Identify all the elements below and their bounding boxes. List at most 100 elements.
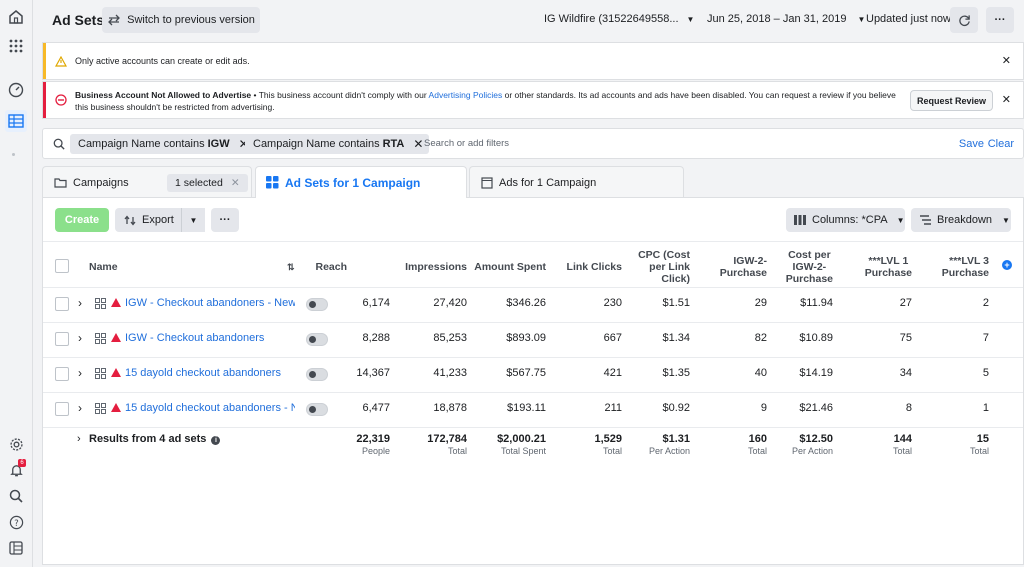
clear-filter-link[interactable]: Clear xyxy=(987,138,1014,150)
col-header-amount-spent[interactable]: Amount Spent xyxy=(474,261,546,273)
cell-amount: $346.26 xyxy=(506,297,546,309)
cell-cpc: $0.92 xyxy=(662,402,690,414)
tab-ad-sets[interactable]: Ad Sets for 1 Campaign xyxy=(255,166,467,198)
col-header-igw-purchase[interactable]: IGW-2- Purchase xyxy=(720,255,767,279)
col-header-impressions[interactable]: Impressions xyxy=(405,261,467,273)
advertising-policies-link[interactable]: Advertising Policies xyxy=(428,90,503,100)
date-range-selector[interactable]: Jun 25, 2018 – Jan 31, 2019 ▼ xyxy=(707,13,865,25)
ad-set-toggle[interactable] xyxy=(306,368,328,381)
col-header-lvl1-line1: ***LVL 1 xyxy=(868,255,909,267)
remove-filter-icon[interactable]: ✕ xyxy=(238,137,249,151)
expand-chevron-icon[interactable]: › xyxy=(78,331,82,345)
create-button[interactable]: Create xyxy=(55,208,109,232)
col-header-lvl3-line1: ***LVL 3 xyxy=(949,255,989,267)
ad-set-name-link[interactable]: 15 dayold checkout abandoners xyxy=(125,367,281,379)
selected-count-label: 1 selected xyxy=(175,177,223,189)
switch-version-button[interactable]: Switch to previous version xyxy=(102,7,260,33)
cell-cpc: $1.51 xyxy=(662,297,690,309)
filter-chip-igw[interactable]: Campaign Name contains IGW ✕ xyxy=(70,134,255,154)
totals-label-text: Results from 4 ad sets xyxy=(89,433,207,445)
row-checkbox[interactable] xyxy=(55,332,69,346)
total-lvl1-purchase: 144 xyxy=(893,433,912,445)
cell-impressions: 41,233 xyxy=(433,367,467,379)
col-header-cost-line1: Cost per xyxy=(788,249,831,261)
columns-button[interactable]: Columns: *CPA ▼ xyxy=(786,208,905,232)
ad-set-name-link[interactable]: IGW - Checkout abandoners - New ... xyxy=(125,297,295,309)
total-link-clicks: 1,529 xyxy=(594,433,622,445)
ad-sets-grid-icon xyxy=(266,176,279,189)
col-header-cpc-line1: CPC (Cost xyxy=(638,249,690,261)
total-lvl3-sub: Total xyxy=(969,446,989,456)
ad-set-name-link[interactable]: 15 dayold checkout abandoners - N... xyxy=(125,402,295,414)
cell-lvl3: 7 xyxy=(982,332,989,344)
total-cost-sub: Per Action xyxy=(791,446,833,456)
col-header-cpc-line3: Click) xyxy=(661,273,690,285)
help-icon[interactable]: ? xyxy=(5,511,27,533)
expand-chevron-icon[interactable]: › xyxy=(77,433,81,445)
close-icon[interactable]: ✕ xyxy=(1001,55,1011,67)
row-checkbox[interactable] xyxy=(55,367,69,381)
select-all-checkbox[interactable] xyxy=(55,259,69,273)
col-header-lvl1-line2: Purchase xyxy=(864,267,912,279)
refresh-button[interactable] xyxy=(950,7,978,33)
expand-chevron-icon[interactable]: › xyxy=(78,296,82,310)
dashboard-gauge-icon[interactable] xyxy=(5,79,27,101)
home-icon[interactable] xyxy=(5,6,27,28)
col-header-name[interactable]: Name xyxy=(89,261,118,273)
request-review-button[interactable]: Request Review xyxy=(910,90,993,111)
row-checkbox[interactable] xyxy=(55,402,69,416)
ad-set-toggle[interactable] xyxy=(306,403,328,416)
blocked-icon xyxy=(55,94,67,106)
col-header-lvl1-purchase[interactable]: ***LVL 1 Purchase xyxy=(865,255,912,279)
expand-chevron-icon[interactable]: › xyxy=(78,366,82,380)
expand-chevron-icon[interactable]: › xyxy=(78,401,82,415)
ad-set-name-link[interactable]: IGW - Checkout abandoners xyxy=(125,332,265,344)
settings-gear-icon[interactable] xyxy=(5,433,27,455)
cell-lvl1: 75 xyxy=(899,332,912,344)
cell-lvl3: 5 xyxy=(982,367,989,379)
caret-down-icon: ▼ xyxy=(1002,215,1010,225)
ad-set-toggle[interactable] xyxy=(306,298,328,311)
remove-filter-icon[interactable]: ✕ xyxy=(413,137,424,151)
sort-icon[interactable]: ⇅ xyxy=(287,262,295,272)
export-dropdown-button[interactable]: ▼ xyxy=(181,208,205,232)
close-icon[interactable]: ✕ xyxy=(230,177,240,189)
total-cpc-sub: Per Action xyxy=(648,446,690,456)
notifications-bell-icon[interactable]: 6 xyxy=(5,459,27,481)
filter-chip-rta[interactable]: Campaign Name contains RTA ✕ xyxy=(245,134,430,154)
row-checkbox[interactable] xyxy=(55,297,69,311)
save-filter-link[interactable]: Save xyxy=(958,138,984,150)
cell-clicks: 230 xyxy=(603,297,622,309)
info-icon[interactable]: i xyxy=(211,436,221,445)
col-header-cost-per-purchase[interactable]: Cost per IGW-2- Purchase xyxy=(786,249,833,285)
more-options-button[interactable]: ··· xyxy=(986,7,1014,33)
search-icon xyxy=(53,138,65,150)
col-header-link-clicks[interactable]: Link Clicks xyxy=(566,261,622,273)
selected-count-badge[interactable]: 1 selected ✕ xyxy=(167,174,248,192)
tab-ads[interactable]: Ads for 1 Campaign xyxy=(469,166,684,198)
col-header-reach[interactable]: Reach xyxy=(315,261,347,273)
col-header-cpc[interactable]: CPC (Cost per Link Click) xyxy=(638,249,690,285)
warning-bar xyxy=(43,43,46,79)
close-icon[interactable]: ✕ xyxy=(1001,94,1011,106)
toolbar-more-button[interactable]: ··· xyxy=(211,208,239,232)
search-icon[interactable] xyxy=(5,485,27,507)
account-selector[interactable]: IG Wildfire (31522649558... ▼ xyxy=(544,13,694,25)
reports-panel-icon[interactable] xyxy=(5,537,27,559)
tab-campaigns[interactable]: Campaigns 1 selected ✕ xyxy=(42,166,252,198)
table-top-border xyxy=(43,241,1023,242)
col-header-lvl3-purchase[interactable]: ***LVL 3 Purchase xyxy=(942,255,989,279)
apps-grid-icon[interactable] xyxy=(5,35,27,57)
ads-manager-table-icon[interactable] xyxy=(5,110,27,132)
notification-count-badge: 6 xyxy=(18,459,26,467)
breakdown-button[interactable]: Breakdown ▼ xyxy=(911,208,1011,232)
cell-igw: 40 xyxy=(754,367,767,379)
total-amount-sub: Total Spent xyxy=(500,446,546,456)
refresh-icon xyxy=(958,14,970,26)
cell-clicks: 421 xyxy=(603,367,622,379)
filter-bar: Campaign Name contains IGW ✕ Campaign Na… xyxy=(42,128,1024,159)
filter-search-input[interactable]: Search or add filters xyxy=(424,138,510,149)
ad-set-toggle[interactable] xyxy=(306,333,328,346)
add-column-icon[interactable]: + xyxy=(1002,260,1012,270)
filter-chip-value: IGW xyxy=(207,138,230,150)
